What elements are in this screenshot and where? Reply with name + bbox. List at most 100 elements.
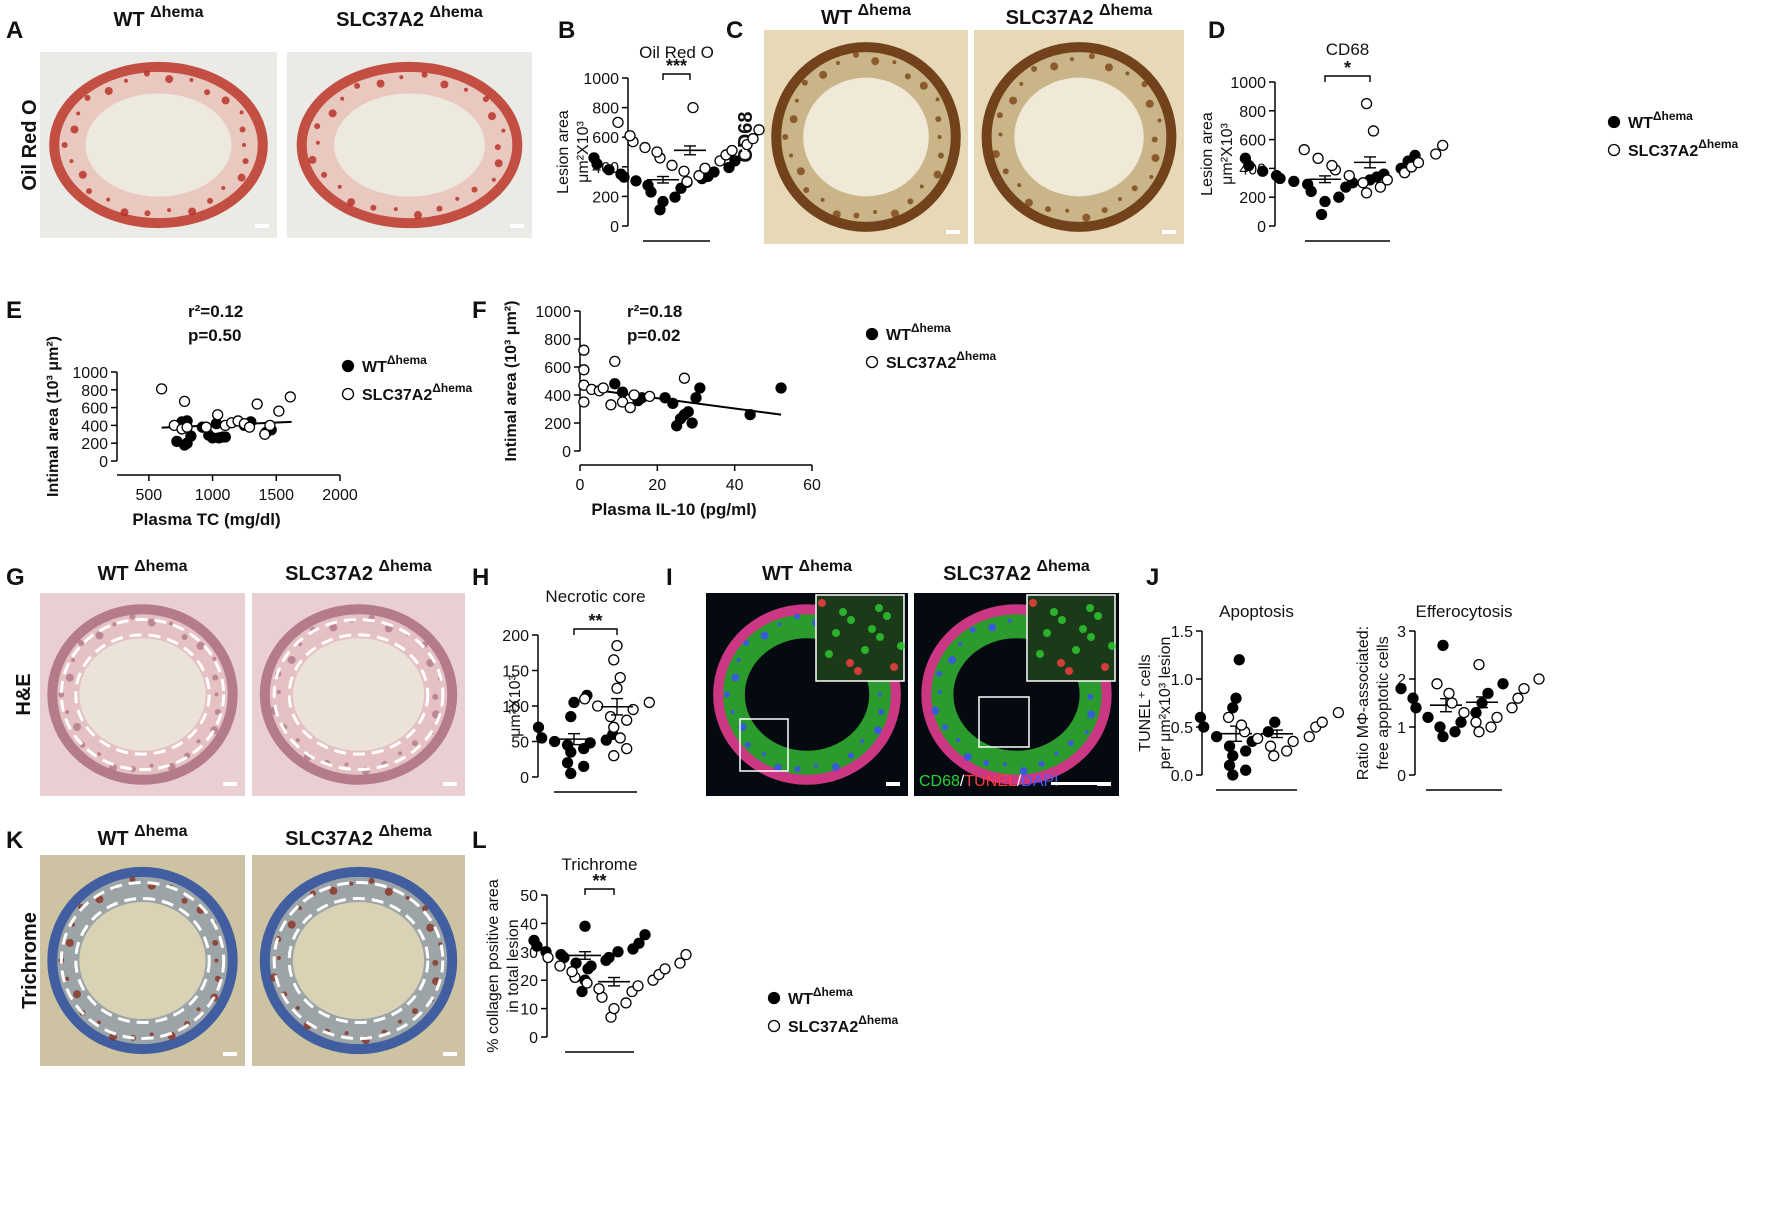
stain-speck bbox=[221, 96, 230, 105]
data-point-filled bbox=[1333, 191, 1345, 203]
y-tick-label: 400 bbox=[81, 418, 108, 435]
group-title-A-1: SLC37A2 Δhema bbox=[336, 4, 483, 31]
stain-speck bbox=[432, 959, 439, 966]
stain-speck bbox=[287, 655, 296, 664]
channel-label: DAPI bbox=[1021, 773, 1058, 790]
data-point-open bbox=[1512, 692, 1524, 704]
group-title-superscript: Δhema bbox=[858, 2, 911, 19]
group-title-superscript: Δhema bbox=[134, 823, 187, 840]
inset-cell bbox=[861, 646, 869, 654]
stain-speck bbox=[112, 622, 117, 627]
chart-title: Necrotic core bbox=[545, 587, 645, 606]
y-tick-label: 40 bbox=[520, 916, 538, 933]
data-point-filled bbox=[657, 195, 669, 208]
stain-speck bbox=[347, 198, 356, 207]
stain-speck bbox=[1157, 118, 1162, 123]
data-point-filled bbox=[729, 155, 741, 167]
group-title-I-1: SLC37A2 Δhema bbox=[943, 558, 1090, 585]
group-title-name: SLC37A2 bbox=[336, 9, 429, 31]
stain-speck bbox=[762, 752, 767, 757]
stain-speck bbox=[73, 990, 82, 999]
group-title-K-1: SLC37A2 Δhema bbox=[285, 823, 432, 850]
scale-bar bbox=[223, 782, 237, 786]
group-title-G-1: SLC37A2 Δhema bbox=[285, 558, 432, 585]
data-point-filled bbox=[579, 920, 591, 932]
y-tick-label: 50 bbox=[520, 888, 538, 905]
scale-bar bbox=[1051, 782, 1107, 785]
data-point-filled bbox=[1223, 759, 1236, 772]
stain-speck bbox=[73, 722, 82, 731]
data-point-filled bbox=[642, 179, 654, 191]
stain-speck bbox=[731, 673, 740, 682]
chart-title: Apoptosis bbox=[1219, 602, 1294, 621]
data-point-filled bbox=[528, 934, 540, 947]
y-tick-label: 0 bbox=[529, 1030, 538, 1047]
data-point-filled bbox=[1437, 639, 1449, 652]
y-tick-label: 0 bbox=[562, 444, 571, 461]
stain-speck bbox=[214, 975, 221, 982]
vessel-lumen bbox=[79, 902, 206, 1019]
data-point-open bbox=[1485, 721, 1497, 733]
legend-marker-filled bbox=[1607, 115, 1621, 129]
data-point-filled bbox=[682, 406, 694, 418]
x-tick-label: 1500 bbox=[258, 487, 294, 504]
data-point-open bbox=[747, 133, 759, 145]
stain-speck bbox=[937, 690, 942, 695]
significance-bracket bbox=[573, 628, 618, 635]
stain-speck bbox=[432, 693, 439, 700]
stain-speck bbox=[853, 51, 860, 58]
group-title-G-0: WT Δhema bbox=[98, 558, 188, 585]
legend-label-slc37a2-base: SLC37A2 bbox=[1628, 143, 1698, 160]
stain-speck bbox=[1003, 762, 1008, 767]
y-axis-label: free apoptotic cells bbox=[1375, 636, 1392, 769]
legend-label-wt-superscript: Δhema bbox=[911, 321, 951, 335]
group-title-superscript: Δhema bbox=[430, 4, 483, 21]
data-point-filled bbox=[1407, 692, 1419, 704]
stain-speck bbox=[129, 876, 136, 883]
stain-speck bbox=[370, 204, 377, 211]
stain-speck bbox=[1141, 81, 1148, 88]
group-title-name: SLC37A2 bbox=[285, 563, 378, 585]
stain-speck bbox=[789, 153, 794, 158]
data-point-filled bbox=[690, 392, 702, 404]
vessel-lumen bbox=[85, 93, 232, 197]
data-point-open bbox=[643, 390, 656, 403]
stain-speck bbox=[65, 938, 74, 947]
panel-letter-K: K bbox=[6, 827, 24, 854]
y-tick-label: 3 bbox=[1397, 624, 1406, 641]
micrograph-C-slc37a2 bbox=[974, 30, 1184, 244]
stain-speck bbox=[820, 197, 825, 202]
stain-speck bbox=[287, 920, 296, 929]
data-point-filled bbox=[609, 378, 621, 390]
stain-speck bbox=[936, 670, 943, 677]
stain-speck bbox=[421, 71, 428, 78]
stain-speck bbox=[276, 690, 281, 695]
y-tick-label: 1000 bbox=[583, 71, 619, 88]
y-axis-label: TUNEL⁺ cells bbox=[1137, 654, 1154, 751]
legend-label-wt-superscript: Δhema bbox=[813, 985, 853, 999]
inset-cell bbox=[832, 629, 840, 637]
stain-speck bbox=[212, 674, 219, 681]
legend-marker-filled bbox=[865, 327, 879, 341]
stain-speck bbox=[1088, 53, 1095, 60]
inset-cell bbox=[1065, 667, 1073, 675]
data-point-open bbox=[632, 980, 644, 992]
data-point-open bbox=[1491, 711, 1503, 724]
data-point-open bbox=[1381, 174, 1393, 186]
stain-speck bbox=[109, 763, 118, 772]
y-axis-label: Lesion area bbox=[555, 110, 572, 194]
group-title-name: WT bbox=[98, 563, 135, 585]
y-tick-label: 0 bbox=[99, 454, 108, 471]
inset-cell bbox=[1058, 616, 1066, 624]
stain-speck bbox=[65, 673, 74, 682]
inset-cell bbox=[875, 604, 883, 612]
stain-speck bbox=[782, 134, 789, 140]
stain-speck bbox=[1104, 63, 1113, 72]
data-point-filled bbox=[616, 386, 629, 398]
data-point-filled bbox=[584, 737, 596, 749]
data-point-open bbox=[639, 141, 651, 154]
data-point-open bbox=[1287, 735, 1299, 748]
data-point-filled bbox=[1223, 740, 1236, 752]
stain-speck bbox=[743, 640, 750, 647]
